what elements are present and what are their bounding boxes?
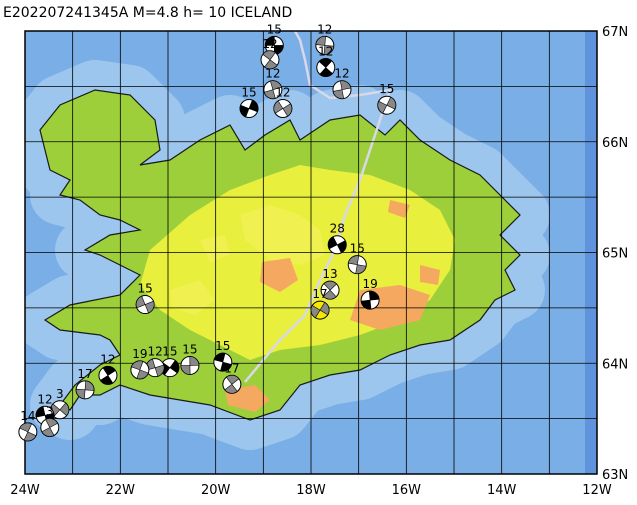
beachball-quadrant <box>131 360 149 380</box>
focal-mechanism <box>222 374 242 394</box>
focal-mechanism <box>260 50 280 70</box>
beachball-quadrant <box>310 301 330 319</box>
depth-label: 12 <box>265 67 280 81</box>
depth-label: 13 <box>322 267 337 281</box>
focal-mechanism <box>377 95 397 115</box>
focal-mechanism <box>135 295 155 315</box>
focal-mechanism <box>239 99 259 119</box>
lon-label: 14W <box>487 483 517 498</box>
focal-mechanism <box>320 280 340 300</box>
depth-label: 15 <box>162 345 177 359</box>
plateau <box>170 205 325 315</box>
beachball-quadrant <box>348 255 367 274</box>
depth-label: 28 <box>330 222 345 236</box>
focal-mechanism <box>130 360 150 380</box>
beachball-quadrant <box>263 80 282 99</box>
beachball-quadrant <box>315 36 335 55</box>
focal-mechanism <box>360 290 380 310</box>
beachball-quadrant <box>262 50 278 70</box>
focal-mechanism <box>316 58 336 78</box>
depth-label: 12 <box>318 45 333 59</box>
depth-label: 12 <box>275 86 290 100</box>
focal-mechanism <box>332 80 352 100</box>
lat-label: 66N <box>602 136 628 151</box>
lon-label: 16W <box>392 483 422 498</box>
lon-label: 18W <box>296 483 326 498</box>
focal-mechanism <box>75 380 95 400</box>
depth-label: 12 <box>334 67 349 81</box>
depth-label: 15 <box>350 242 365 256</box>
beachball-quadrant <box>213 352 232 372</box>
depth-label: 12 <box>100 352 115 366</box>
depth-label: 15 <box>241 86 256 100</box>
depth-label: 17 <box>224 361 239 375</box>
depth-label: 15 <box>267 22 282 36</box>
plate-boundary <box>244 31 392 383</box>
focal-mechanism <box>327 235 347 255</box>
beachball-quadrant <box>239 99 259 118</box>
depth-label: 19 <box>132 347 147 361</box>
focal-mechanism <box>40 417 60 437</box>
focal-mechanism <box>347 255 367 275</box>
focal-mechanism <box>315 35 335 55</box>
beachball-quadrant <box>332 80 352 99</box>
depth-label: 17 <box>77 367 92 381</box>
focal-mechanism <box>213 352 233 372</box>
depth-label: 3 <box>46 404 54 418</box>
focal-mechanism <box>98 365 118 385</box>
beachball-quadrant <box>323 280 338 300</box>
glacier-areas <box>225 200 440 412</box>
lat-label: 64N <box>602 357 628 372</box>
depth-label: 3 <box>56 387 64 401</box>
beachball-quadrant <box>135 295 155 314</box>
lon-label: 24W <box>10 483 40 498</box>
focal-mechanism <box>18 422 38 442</box>
beachball-quadrant <box>318 58 333 77</box>
depth-label: 12 <box>262 37 277 51</box>
depth-label: 15 <box>215 339 230 353</box>
beachball-quadrant <box>327 236 347 254</box>
beachball-quadrant <box>180 356 200 375</box>
depth-label: 12 <box>37 392 52 406</box>
lon-label: 20W <box>201 483 231 498</box>
depth-label: 12 <box>317 22 332 36</box>
focal-mechanism <box>310 300 330 320</box>
depth-label: 14 <box>20 409 35 423</box>
beachball-quadrant <box>75 380 95 400</box>
depth-label: 15 <box>379 82 394 96</box>
depth-label: 15 <box>137 282 152 296</box>
beachball-quadrant <box>360 290 380 310</box>
beachball-quadrant <box>41 418 59 437</box>
beachball-quadrant <box>273 100 293 117</box>
depth-label: 12 <box>147 345 162 359</box>
depth-label: 19 <box>362 277 377 291</box>
lon-label: 12W <box>582 483 612 498</box>
map-title: E202207241345A M=4.8 h= 10 ICELAND <box>3 5 292 21</box>
beachball-quadrant <box>224 375 240 394</box>
beachball-quadrant <box>99 366 116 385</box>
lat-label: 63N <box>602 468 628 483</box>
beachball-quadrant <box>377 96 397 114</box>
lat-label: 65N <box>602 247 628 262</box>
depth-label: 15 <box>182 342 197 356</box>
lon-label: 22W <box>106 483 136 498</box>
focal-mechanism <box>263 80 283 100</box>
focal-mechanism <box>180 355 200 375</box>
lat-label: 67N <box>602 25 628 40</box>
focal-mechanism <box>273 99 293 119</box>
map-frame <box>24 30 598 475</box>
depth-label: 17 <box>312 287 327 301</box>
beachball-quadrant <box>19 422 37 442</box>
